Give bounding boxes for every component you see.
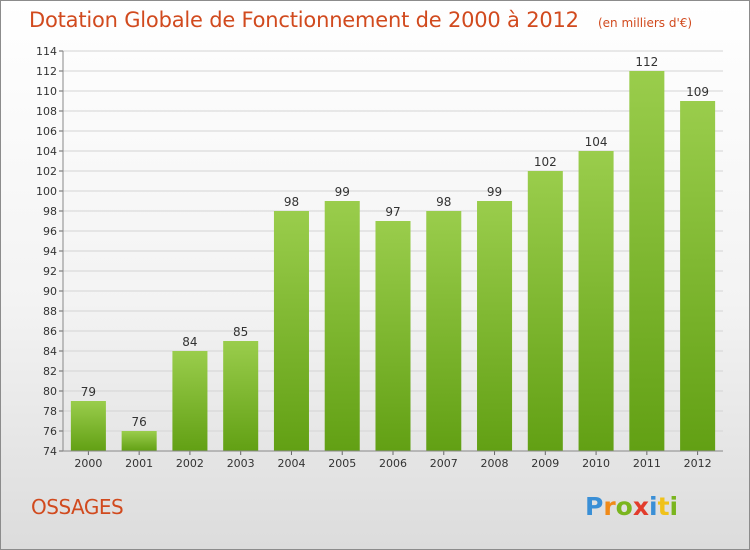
bar xyxy=(324,201,360,451)
data-label: 79 xyxy=(81,385,96,399)
x-tick-label: 2011 xyxy=(633,457,661,470)
y-tick-label: 82 xyxy=(43,365,57,378)
data-label: 102 xyxy=(534,155,557,169)
x-tick-label: 2010 xyxy=(582,457,610,470)
y-tick-label: 74 xyxy=(43,445,57,458)
x-tick-label: 2007 xyxy=(430,457,458,470)
x-tick-label: 2009 xyxy=(531,457,559,470)
bar xyxy=(223,341,259,451)
data-label: 112 xyxy=(635,55,658,69)
y-tick-label: 100 xyxy=(36,185,57,198)
y-tick-label: 90 xyxy=(43,285,57,298)
y-tick-label: 80 xyxy=(43,385,57,398)
bar xyxy=(477,201,513,451)
data-label: 97 xyxy=(385,205,400,219)
y-tick-label: 86 xyxy=(43,325,57,338)
y-tick-label: 96 xyxy=(43,225,57,238)
data-label: 85 xyxy=(233,325,248,339)
bar xyxy=(70,401,106,451)
data-label: 84 xyxy=(182,335,197,349)
data-label: 109 xyxy=(686,85,709,99)
data-label: 99 xyxy=(487,185,502,199)
data-label: 99 xyxy=(335,185,350,199)
bar xyxy=(121,431,157,451)
y-tick-label: 92 xyxy=(43,265,57,278)
x-tick-label: 2002 xyxy=(176,457,204,470)
axes: 74 76 78 80 82 84 86 88 90 92 94 96 98 100 102 104 106 10… xyxy=(36,45,723,470)
y-tick-label: 94 xyxy=(43,245,57,258)
data-label: 104 xyxy=(585,135,608,149)
chart-title: Dotation Globale de Fonctionnement de 20… xyxy=(29,8,579,32)
y-tick-label: 88 xyxy=(43,305,57,318)
bar xyxy=(680,101,716,451)
y-tick-label: 110 xyxy=(36,85,57,98)
data-label: 76 xyxy=(132,415,147,429)
data-label: 98 xyxy=(284,195,299,209)
bar xyxy=(527,171,563,451)
x-tick-label: 2005 xyxy=(328,457,356,470)
y-tick-label: 112 xyxy=(36,65,57,78)
bar xyxy=(172,351,208,451)
y-tick-label: 108 xyxy=(36,105,57,118)
bars: 79 76 84 85 98 99 97 98 99 102 104 112 109 xyxy=(70,55,716,451)
x-tick-label: 2004 xyxy=(277,457,305,470)
bar xyxy=(426,211,462,451)
bar xyxy=(578,151,614,451)
bar xyxy=(273,211,309,451)
chart-unit: (en milliers d'€) xyxy=(597,16,693,30)
title-line: Dotation Globale de Fonctionnement de 20… xyxy=(29,8,692,32)
x-tick-label: 2006 xyxy=(379,457,407,470)
y-tick-label: 114 xyxy=(36,45,57,58)
x-tick-label: 2008 xyxy=(481,457,509,470)
y-tick-label: 102 xyxy=(36,165,57,178)
x-tick-label: 2001 xyxy=(125,457,153,470)
bar xyxy=(375,221,411,451)
bar xyxy=(629,71,665,451)
y-tick-label: 76 xyxy=(43,425,57,438)
y-tick-label: 106 xyxy=(36,125,57,138)
proxiti-logo[interactable]: Proxiti xyxy=(585,492,679,521)
y-tick-label: 84 xyxy=(43,345,57,358)
y-tick-label: 98 xyxy=(43,205,57,218)
data-label: 98 xyxy=(436,195,451,209)
commune-name: OSSAGES xyxy=(31,495,124,519)
y-tick-label: 104 xyxy=(36,145,57,158)
y-tick-label: 78 xyxy=(43,405,57,418)
x-tick-label: 2012 xyxy=(684,457,712,470)
x-tick-label: 2003 xyxy=(227,457,255,470)
x-tick-label: 2000 xyxy=(74,457,102,470)
